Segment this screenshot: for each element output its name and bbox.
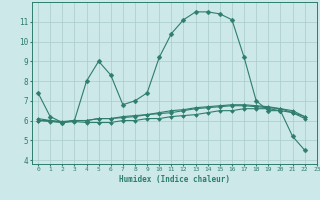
X-axis label: Humidex (Indice chaleur): Humidex (Indice chaleur) xyxy=(119,175,230,184)
